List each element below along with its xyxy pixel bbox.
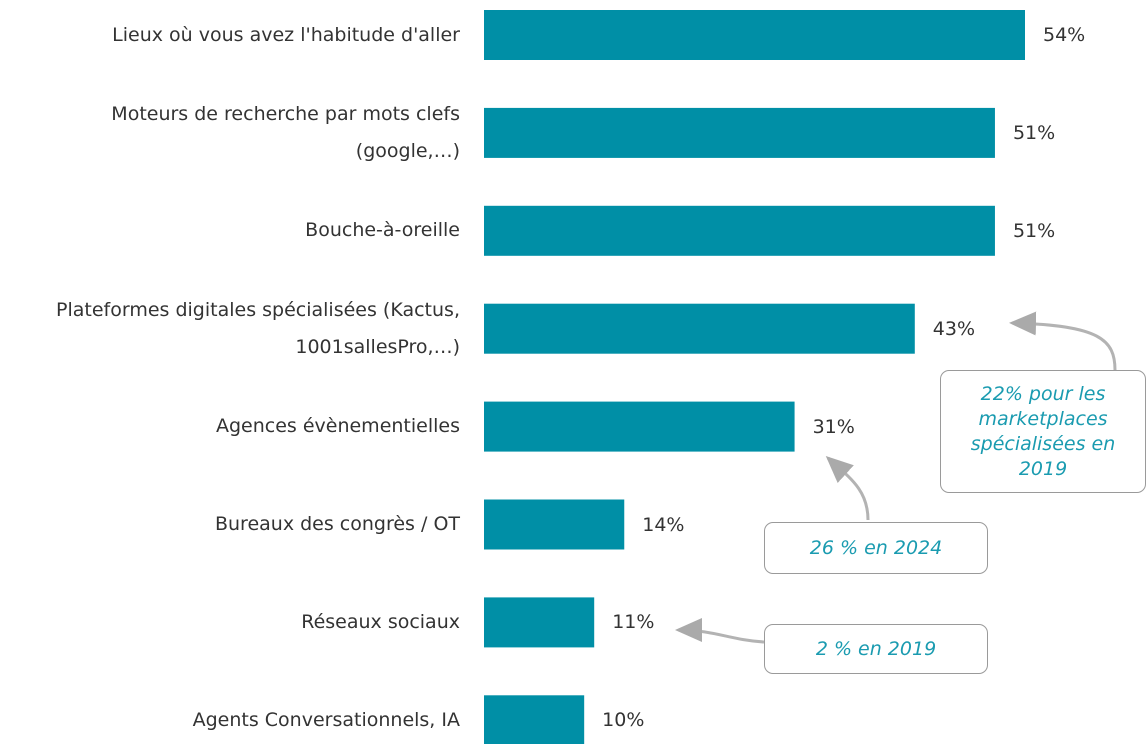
data-label: 43% (932, 317, 976, 340)
category-label: Plateformes digitales spécialisées (Kact… (56, 298, 460, 358)
bar (484, 597, 595, 648)
data-label: 10% (602, 709, 645, 732)
arrow (1009, 311, 1117, 371)
category-label: Moteurs de recherche par mots clefs (goo… (111, 102, 460, 162)
arrow (825, 455, 870, 521)
data-label: 11% (612, 611, 655, 634)
arrow (675, 618, 765, 644)
bar (484, 10, 1025, 60)
bar (484, 401, 795, 452)
annotation: 2 % en 2019 (764, 624, 988, 674)
data-label: 51% (1012, 219, 1056, 242)
category-label: Agences évènementielles (215, 415, 460, 438)
data-label: 31% (812, 415, 855, 438)
annotation: 26 % en 2024 (764, 522, 988, 574)
bar (484, 695, 585, 744)
bar (484, 107, 995, 158)
bar (484, 499, 625, 550)
data-label: 51% (1012, 121, 1056, 144)
annotation: 22% pour les marketplaces spécialisées e… (940, 370, 1146, 493)
data-label: 14% (642, 513, 685, 536)
data-label: 54% (1043, 24, 1086, 46)
category-label: Bureaux des congrès / OT (214, 513, 460, 535)
category-label: Agents Conversationnels, IA (192, 708, 460, 731)
category-label: Lieux où vous avez l'habitude d'aller (112, 23, 460, 46)
bar (484, 303, 915, 354)
bar (484, 205, 995, 256)
category-label: Réseaux sociaux (301, 610, 460, 633)
category-label: Bouche-à-oreille (305, 219, 460, 242)
